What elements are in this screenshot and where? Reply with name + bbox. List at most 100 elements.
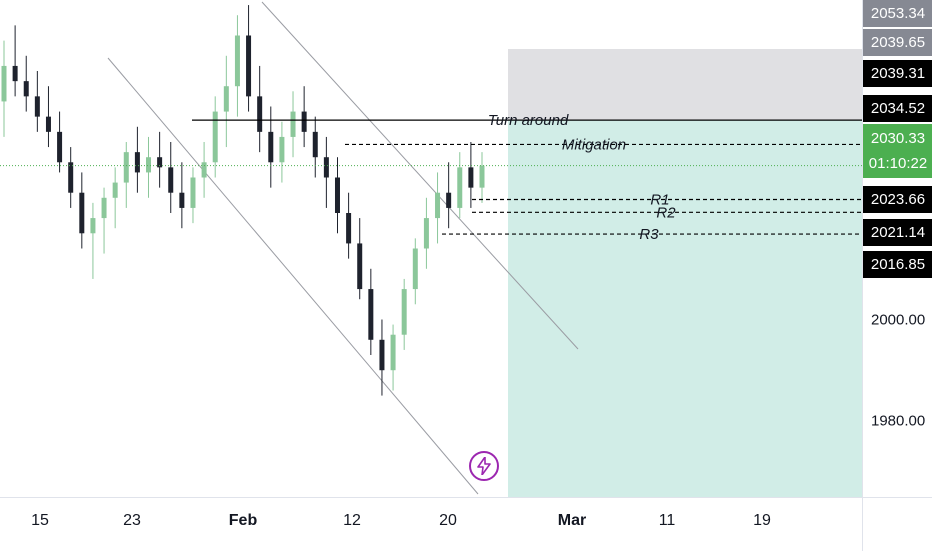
candle-body <box>12 65 18 82</box>
candle <box>34 71 40 132</box>
candle-body <box>168 167 174 193</box>
candle <box>212 96 218 178</box>
candle-body <box>190 177 196 208</box>
candle <box>68 147 74 208</box>
candle <box>201 142 207 198</box>
candle <box>23 55 29 112</box>
candle-body <box>179 192 185 208</box>
time-tick-label: 12 <box>343 512 361 529</box>
candle <box>268 106 274 188</box>
price-tick-label: 1980.00 <box>871 412 926 430</box>
candle <box>168 142 174 213</box>
candle <box>412 238 418 305</box>
candle <box>45 86 51 148</box>
candle <box>334 157 340 234</box>
candle-body <box>357 243 363 290</box>
candle-body <box>312 131 318 158</box>
axis-corner <box>862 497 932 551</box>
candle-body <box>279 136 285 163</box>
candle <box>12 25 18 97</box>
candle-body <box>457 167 463 208</box>
candle <box>301 86 307 148</box>
candle <box>57 111 63 173</box>
candle-body <box>479 165 485 188</box>
candle-body <box>1 65 7 102</box>
last-price-badge: 2030.33 01:10:22 <box>863 124 932 178</box>
price-badge: 2039.65 <box>863 29 932 56</box>
candle-body <box>201 162 207 178</box>
candle <box>257 65 263 153</box>
candle-body <box>212 111 218 163</box>
candle-body <box>23 81 29 97</box>
price-badge: 2053.34 <box>863 0 932 27</box>
candle-body <box>257 96 263 132</box>
time-axis[interactable]: 15 23 Feb 12 20 Mar 11 19 <box>0 497 862 551</box>
candle <box>468 142 474 208</box>
candle <box>479 152 485 203</box>
time-tick-label: 15 <box>31 512 49 529</box>
candle <box>101 187 107 254</box>
level-label-r1: R1 <box>650 192 669 209</box>
candle-body <box>268 131 274 163</box>
price-tick-label: 2000.00 <box>871 311 926 328</box>
lightning-icon <box>477 457 491 475</box>
price-badge: 2016.85 <box>863 251 932 278</box>
candle-body <box>45 116 51 132</box>
candle-body <box>368 289 374 340</box>
candle-body <box>223 86 229 112</box>
candle-body <box>334 177 340 213</box>
target-zone <box>508 120 862 497</box>
candle <box>157 131 163 188</box>
candle <box>346 192 352 259</box>
time-tick-label: 19 <box>753 512 771 529</box>
candle-body <box>34 96 40 117</box>
candle <box>1 40 7 137</box>
lightning-icon-button[interactable] <box>469 451 499 481</box>
candle-body <box>435 192 441 219</box>
level-label-r2: R2 <box>656 204 676 221</box>
time-tick-label: 20 <box>439 512 457 529</box>
chart-pane[interactable]: Turn around Mitigation R1 R2 R3 <box>0 0 862 497</box>
candle-body <box>123 152 129 183</box>
bar-countdown: 01:10:22 <box>868 155 928 172</box>
candle <box>379 319 385 396</box>
price-badge: 2023.66 <box>863 186 932 213</box>
candle <box>234 15 240 117</box>
candle <box>123 142 129 208</box>
candle-body <box>346 213 352 244</box>
price-axis[interactable]: 2000.00 1980.00 2053.34 2039.65 2039.31 2034.… <box>862 0 932 497</box>
candle <box>312 116 318 178</box>
candle-body <box>112 182 118 198</box>
candle-body <box>246 35 252 97</box>
time-tick-label: Mar <box>557 512 587 529</box>
candle <box>246 5 252 112</box>
candle-body <box>79 192 85 234</box>
price-badge: 2039.31 <box>863 60 932 87</box>
candle <box>79 172 85 249</box>
channel-lower-line <box>107 57 479 495</box>
candle-body <box>323 157 329 178</box>
candle <box>223 55 229 148</box>
candle <box>423 197 429 269</box>
candle <box>112 167 118 229</box>
time-tick-label: 23 <box>123 512 141 529</box>
time-tick-label: 11 <box>658 512 676 529</box>
candle-body <box>290 111 296 137</box>
candle-body <box>134 152 140 173</box>
candle <box>179 162 185 229</box>
candle <box>190 167 196 224</box>
candle-body <box>57 131 63 163</box>
candle <box>323 136 329 208</box>
candle-body <box>234 35 240 87</box>
candle <box>357 218 363 300</box>
level-label-r3: R3 <box>639 226 659 243</box>
candle <box>368 268 374 355</box>
candle-body <box>90 218 96 234</box>
candle-body <box>390 334 396 371</box>
time-tick-label: Feb <box>228 512 258 529</box>
candle-body <box>412 248 418 290</box>
candle-body <box>468 167 474 188</box>
candle-body <box>301 111 307 132</box>
candle <box>457 152 463 219</box>
